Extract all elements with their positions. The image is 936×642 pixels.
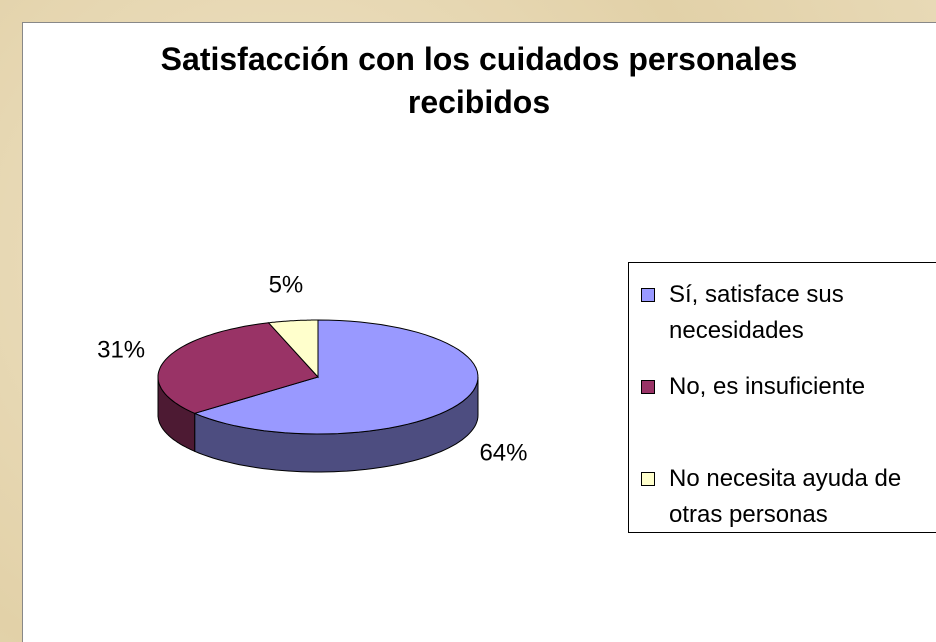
legend: Sí, satisface sus necesidades No, es insu… <box>628 262 936 533</box>
legend-swatch <box>641 380 655 394</box>
legend-swatch <box>641 472 655 486</box>
chart-title: Satisfacción con los cuidados personales… <box>160 41 798 120</box>
pie-slice <box>193 319 479 435</box>
data-label: 64% <box>479 440 527 467</box>
legend-label: Sí, satisface sus necesidades <box>669 281 844 344</box>
legend-label: No, es insuficiente <box>669 373 866 400</box>
pie-slice <box>267 319 319 379</box>
legend-label: No necesita ayuda de otras personas <box>669 465 902 528</box>
legend-swatch <box>641 288 655 302</box>
pie-slice <box>157 322 319 414</box>
data-label: 5% <box>269 271 304 298</box>
data-label: 31% <box>97 337 145 364</box>
